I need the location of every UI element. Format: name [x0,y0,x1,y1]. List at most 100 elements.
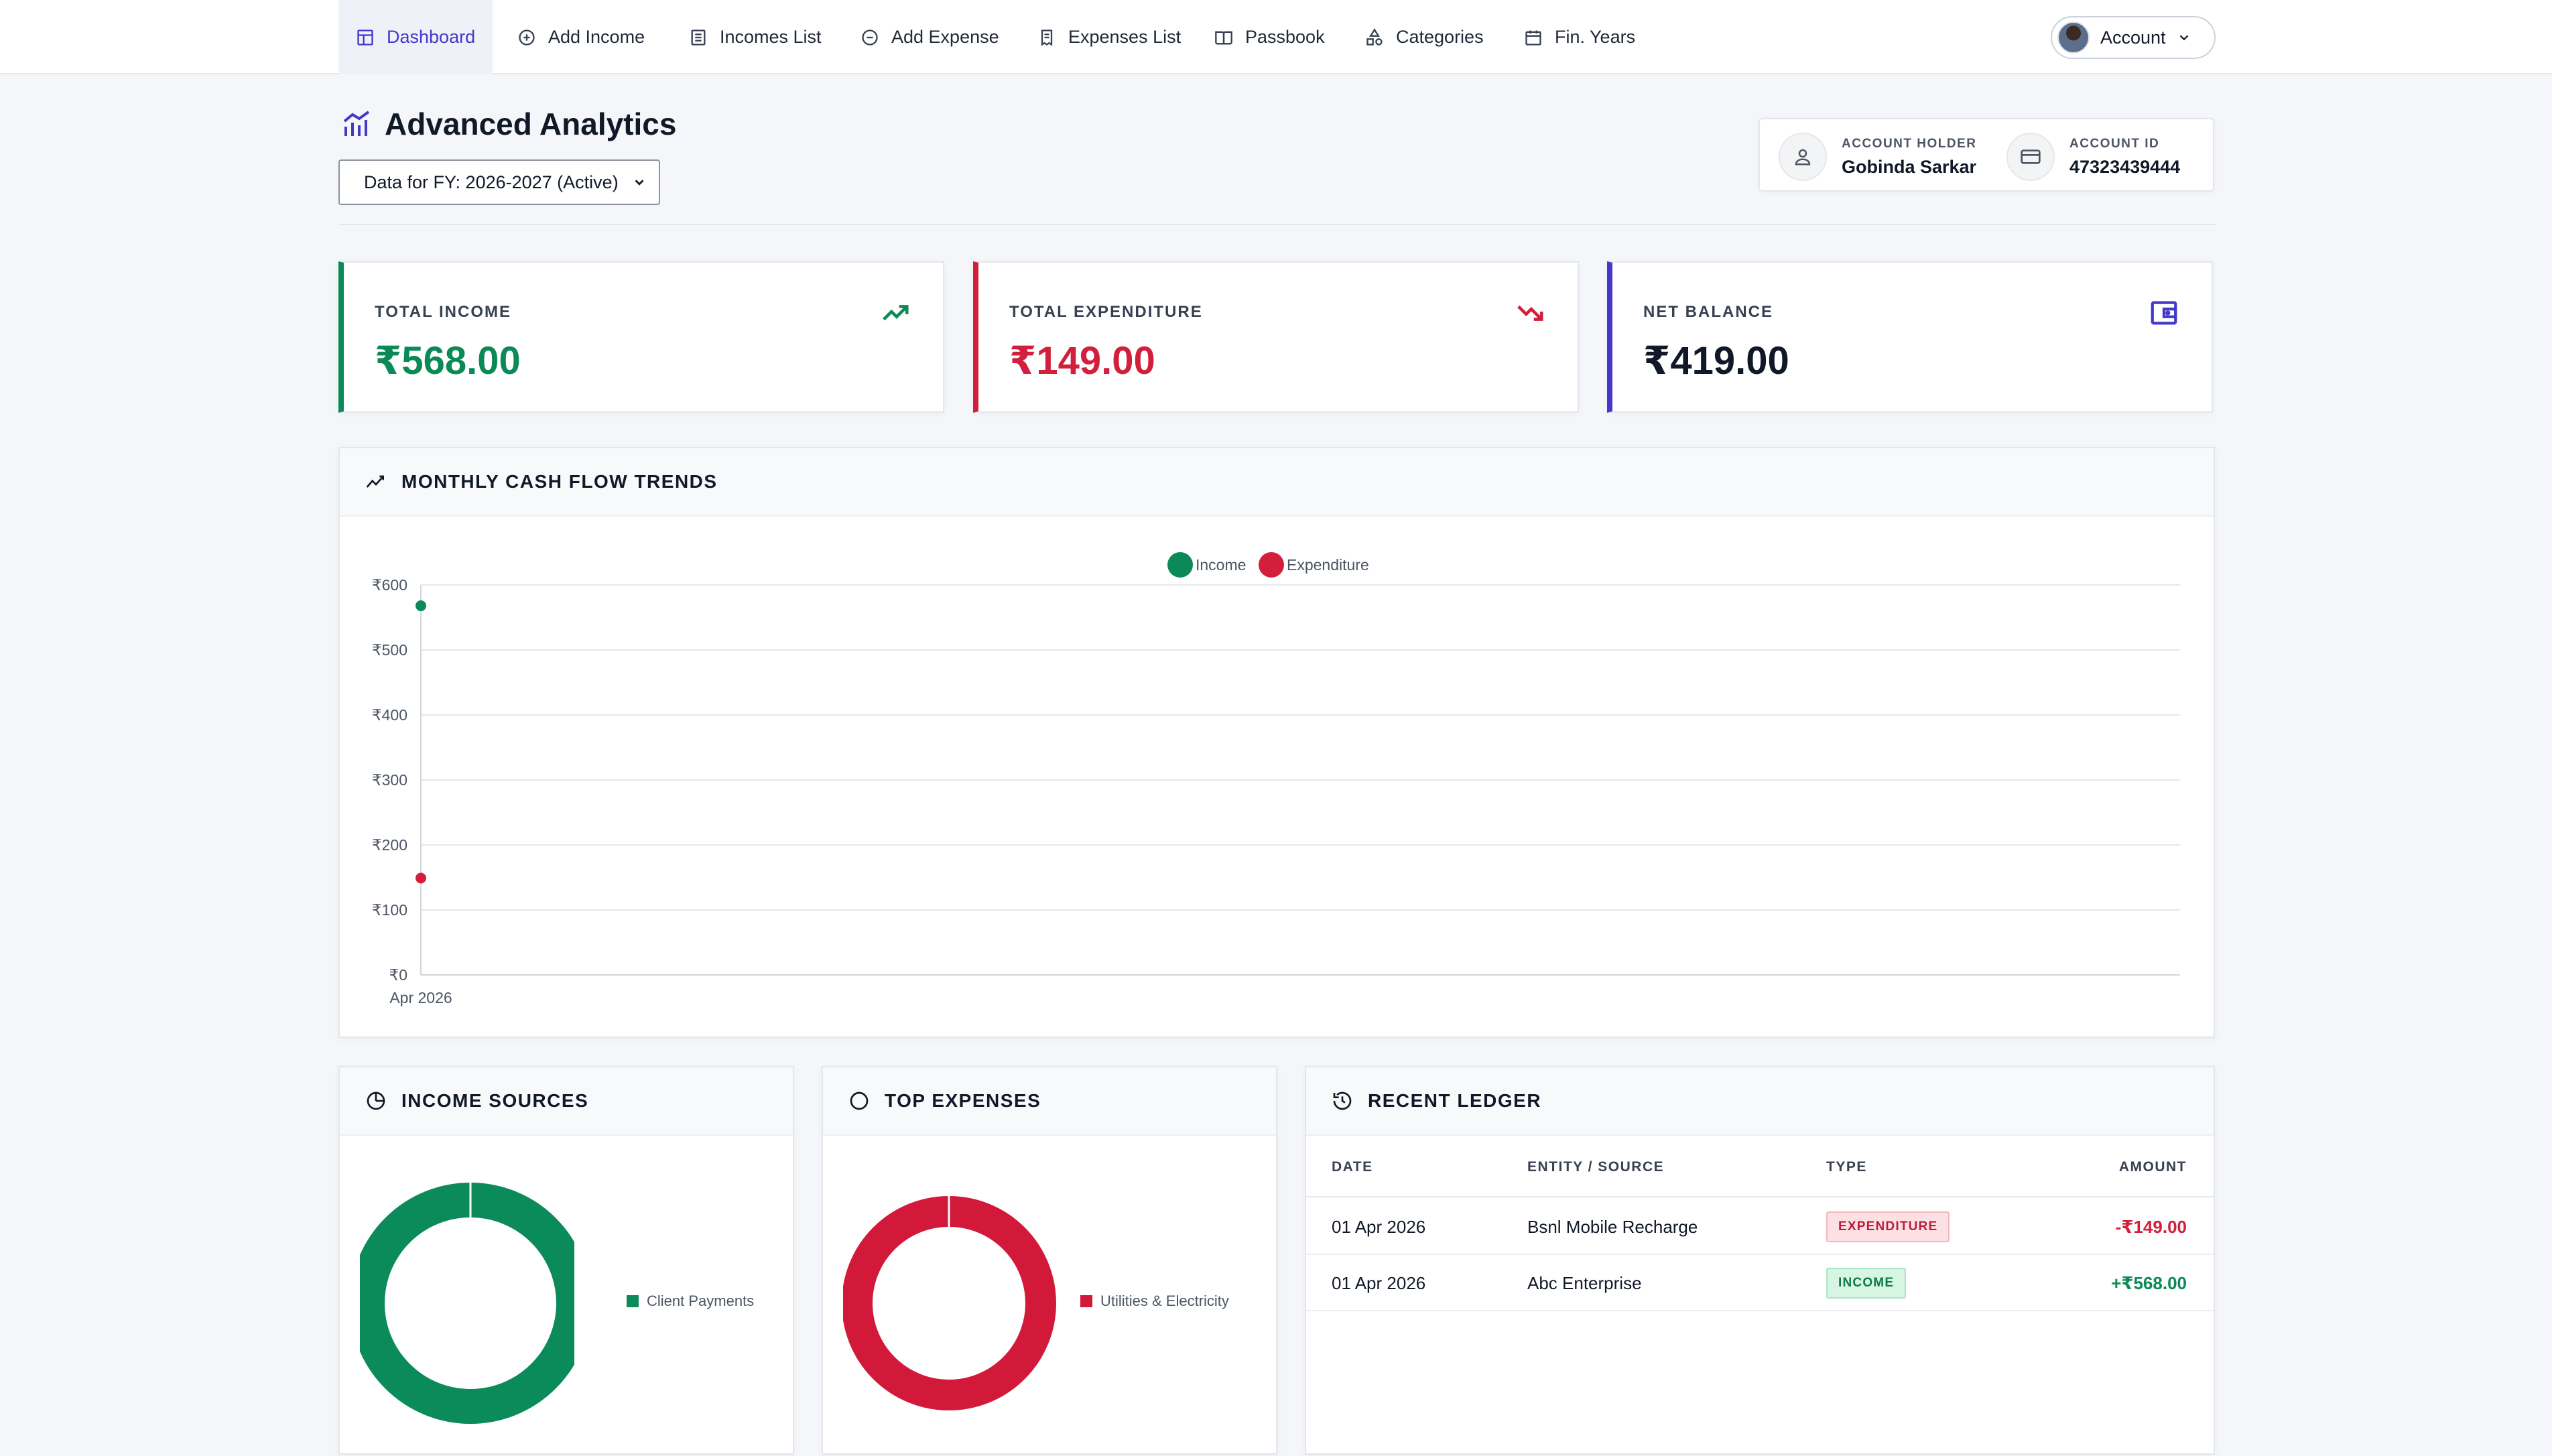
nav-passbook[interactable]: Passbook [1214,0,1325,74]
chart-legend-marker[interactable] [1167,552,1193,578]
income-legend-label: Client Payments [647,1293,755,1309]
nav-fin-years-label: Fin. Years [1555,27,1636,47]
nav-incomes-list-label: Incomes List [720,27,822,47]
list-icon [691,29,706,46]
ledger-col-type: TYPE [1826,1159,1867,1175]
page-title: Advanced Analytics [340,106,676,142]
net-balance-label: NET BALANCE [1643,303,1773,321]
total-income-value: ₹568.00 [375,339,521,383]
nav-expenses-list[interactable]: Expenses List [1037,0,1181,74]
cash-flow-line-chart: ₹0 ₹100 ₹200 ₹300 ₹400 ₹500 ₹600 Apr 2026 Income… [372,552,2180,1006]
shapes-icon [1366,27,1383,46]
layout-grid-icon [357,29,373,46]
table-row[interactable]: 01 Apr 2026 Bsnl Mobile Recharge EXPENDI… [1306,1199,2214,1255]
nav-dashboard-label: Dashboard [387,27,476,47]
nav-add-expense-label: Add Expense [891,27,999,47]
chart-legend-label[interactable]: Expenditure [1287,556,1369,574]
nav-passbook-label: Passbook [1245,27,1325,47]
income-donut-chart [360,1183,574,1424]
income-sources-title: INCOME SOURCES [401,1090,589,1111]
monthly-trend-header: MONTHLY CASH FLOW TRENDS [340,448,2214,517]
chart-data-point[interactable] [416,600,426,612]
chart-legend-marker[interactable] [1259,552,1284,578]
receipt-icon [1041,29,1053,46]
account-holder-block: ACCOUNT HOLDER Gobinda Sarkar [1779,133,1977,181]
ledger-entity: Bsnl Mobile Recharge [1527,1216,1698,1237]
chart-y-tick-label: ₹400 [372,706,407,724]
table-row[interactable]: 01 Apr 2026 Abc Enterprise INCOME +₹568.… [1306,1255,2214,1311]
expense-donut-slice[interactable] [843,1196,1056,1410]
ledger-table-header: DATE ENTITY / SOURCE TYPE AMOUNT [1306,1137,2214,1197]
legend-swatch [1080,1295,1092,1307]
ledger-entity: Abc Enterprise [1527,1272,1642,1293]
account-id-label: ACCOUNT ID [2069,136,2160,151]
monthly-trend-title: MONTHLY CASH FLOW TRENDS [401,471,718,492]
ledger-col-amount: AMOUNT [2118,1159,2187,1175]
ledger-col-date: DATE [1332,1159,1373,1175]
analytics-chart-icon [343,111,370,136]
account-id-block: ACCOUNT ID 47323439444 [2006,133,2180,181]
pie-chart-icon [367,1091,385,1110]
total-income-card: TOTAL INCOME ₹568.00 [338,261,944,413]
chart-y-tick-label: ₹600 [372,576,407,594]
minus-circle-icon [862,29,878,46]
nav-fin-years[interactable]: Fin. Years [1524,0,1635,74]
account-label: Account [2100,27,2166,48]
nav-categories-label: Categories [1396,27,1484,47]
chart-y-tick-label: ₹200 [372,836,407,854]
ledger-col-entity: ENTITY / SOURCE [1527,1159,1665,1175]
account-holder-name: Gobinda Sarkar [1842,156,1977,177]
chart-y-tick-label: ₹100 [372,901,407,919]
ledger-date: 01 Apr 2026 [1332,1216,1426,1237]
trend-line-icon [366,475,384,488]
expense-legend-label: Utilities & Electricity [1100,1293,1229,1309]
fiscal-year-select-value: Data for FY: 2026-2027 (Active) [364,172,619,192]
expense-legend-item[interactable]: Utilities & Electricity [1080,1293,1229,1310]
recent-ledger-title: RECENT LEDGER [1368,1090,1542,1111]
nav-dashboard[interactable]: Dashboard [338,0,493,74]
top-expenses-panel: TOP EXPENSES Utilities & Electricity [822,1066,1277,1455]
total-expenditure-card: TOTAL EXPENDITURE ₹149.00 [973,261,1579,413]
total-expenditure-label: TOTAL EXPENDITURE [1009,303,1203,321]
chart-data-point[interactable] [416,872,426,884]
ledger-amount: -₹149.00 [2115,1216,2187,1237]
ledger-date: 01 Apr 2026 [1332,1272,1426,1293]
total-expenditure-value: ₹149.00 [1009,339,1155,383]
top-navbar: Dashboard Add Income Incomes List Add Ex… [0,0,2552,74]
trending-up-icon [883,305,909,321]
nav-incomes-list[interactable]: Incomes List [689,0,822,74]
chart-y-tick-label: ₹500 [372,641,407,659]
income-donut-slice[interactable] [360,1183,574,1424]
chart-x-tick-label: Apr 2026 [389,989,452,1006]
top-expenses-title: TOP EXPENSES [885,1090,1041,1111]
status-badge: INCOME [1826,1268,1907,1299]
chart-legend-label[interactable]: Income [1196,556,1246,574]
book-icon [1215,31,1232,44]
recent-ledger-header: RECENT LEDGER [1306,1067,2214,1136]
calendar-icon [1525,30,1541,46]
page-title-text: Advanced Analytics [385,107,677,141]
nav-add-expense[interactable]: Add Expense [860,0,999,74]
chevron-down-icon [635,180,644,186]
credit-card-icon [2006,133,2055,181]
income-sources-header: INCOME SOURCES [340,1067,793,1136]
account-holder-label: ACCOUNT HOLDER [1842,136,1977,151]
trending-down-icon [1517,305,1543,321]
fiscal-year-select[interactable]: Data for FY: 2026-2027 (Active) [338,159,660,205]
chart-y-tick-label: ₹300 [372,771,407,789]
nav-expenses-list-label: Expenses List [1068,27,1182,47]
user-icon [1779,133,1827,181]
header-divider [338,224,2215,225]
income-legend-item[interactable]: Client Payments [627,1293,754,1310]
account-id-value: 47323439444 [2069,156,2181,177]
plus-circle-icon [519,29,535,46]
recent-ledger-panel: RECENT LEDGER DATE ENTITY / SOURCE TYPE … [1305,1066,2215,1455]
account-dropdown-button[interactable]: Account [2051,16,2216,59]
nav-categories[interactable]: Categories [1365,0,1484,74]
account-holder-card: ACCOUNT HOLDER Gobinda Sarkar ACCOUNT ID… [1759,118,2214,192]
wallet-icon [2151,301,2177,325]
net-balance-value: ₹419.00 [1643,339,1789,383]
nav-add-income[interactable]: Add Income [517,0,645,74]
history-icon [1333,1091,1352,1110]
donut-chart-icon [850,1091,869,1110]
